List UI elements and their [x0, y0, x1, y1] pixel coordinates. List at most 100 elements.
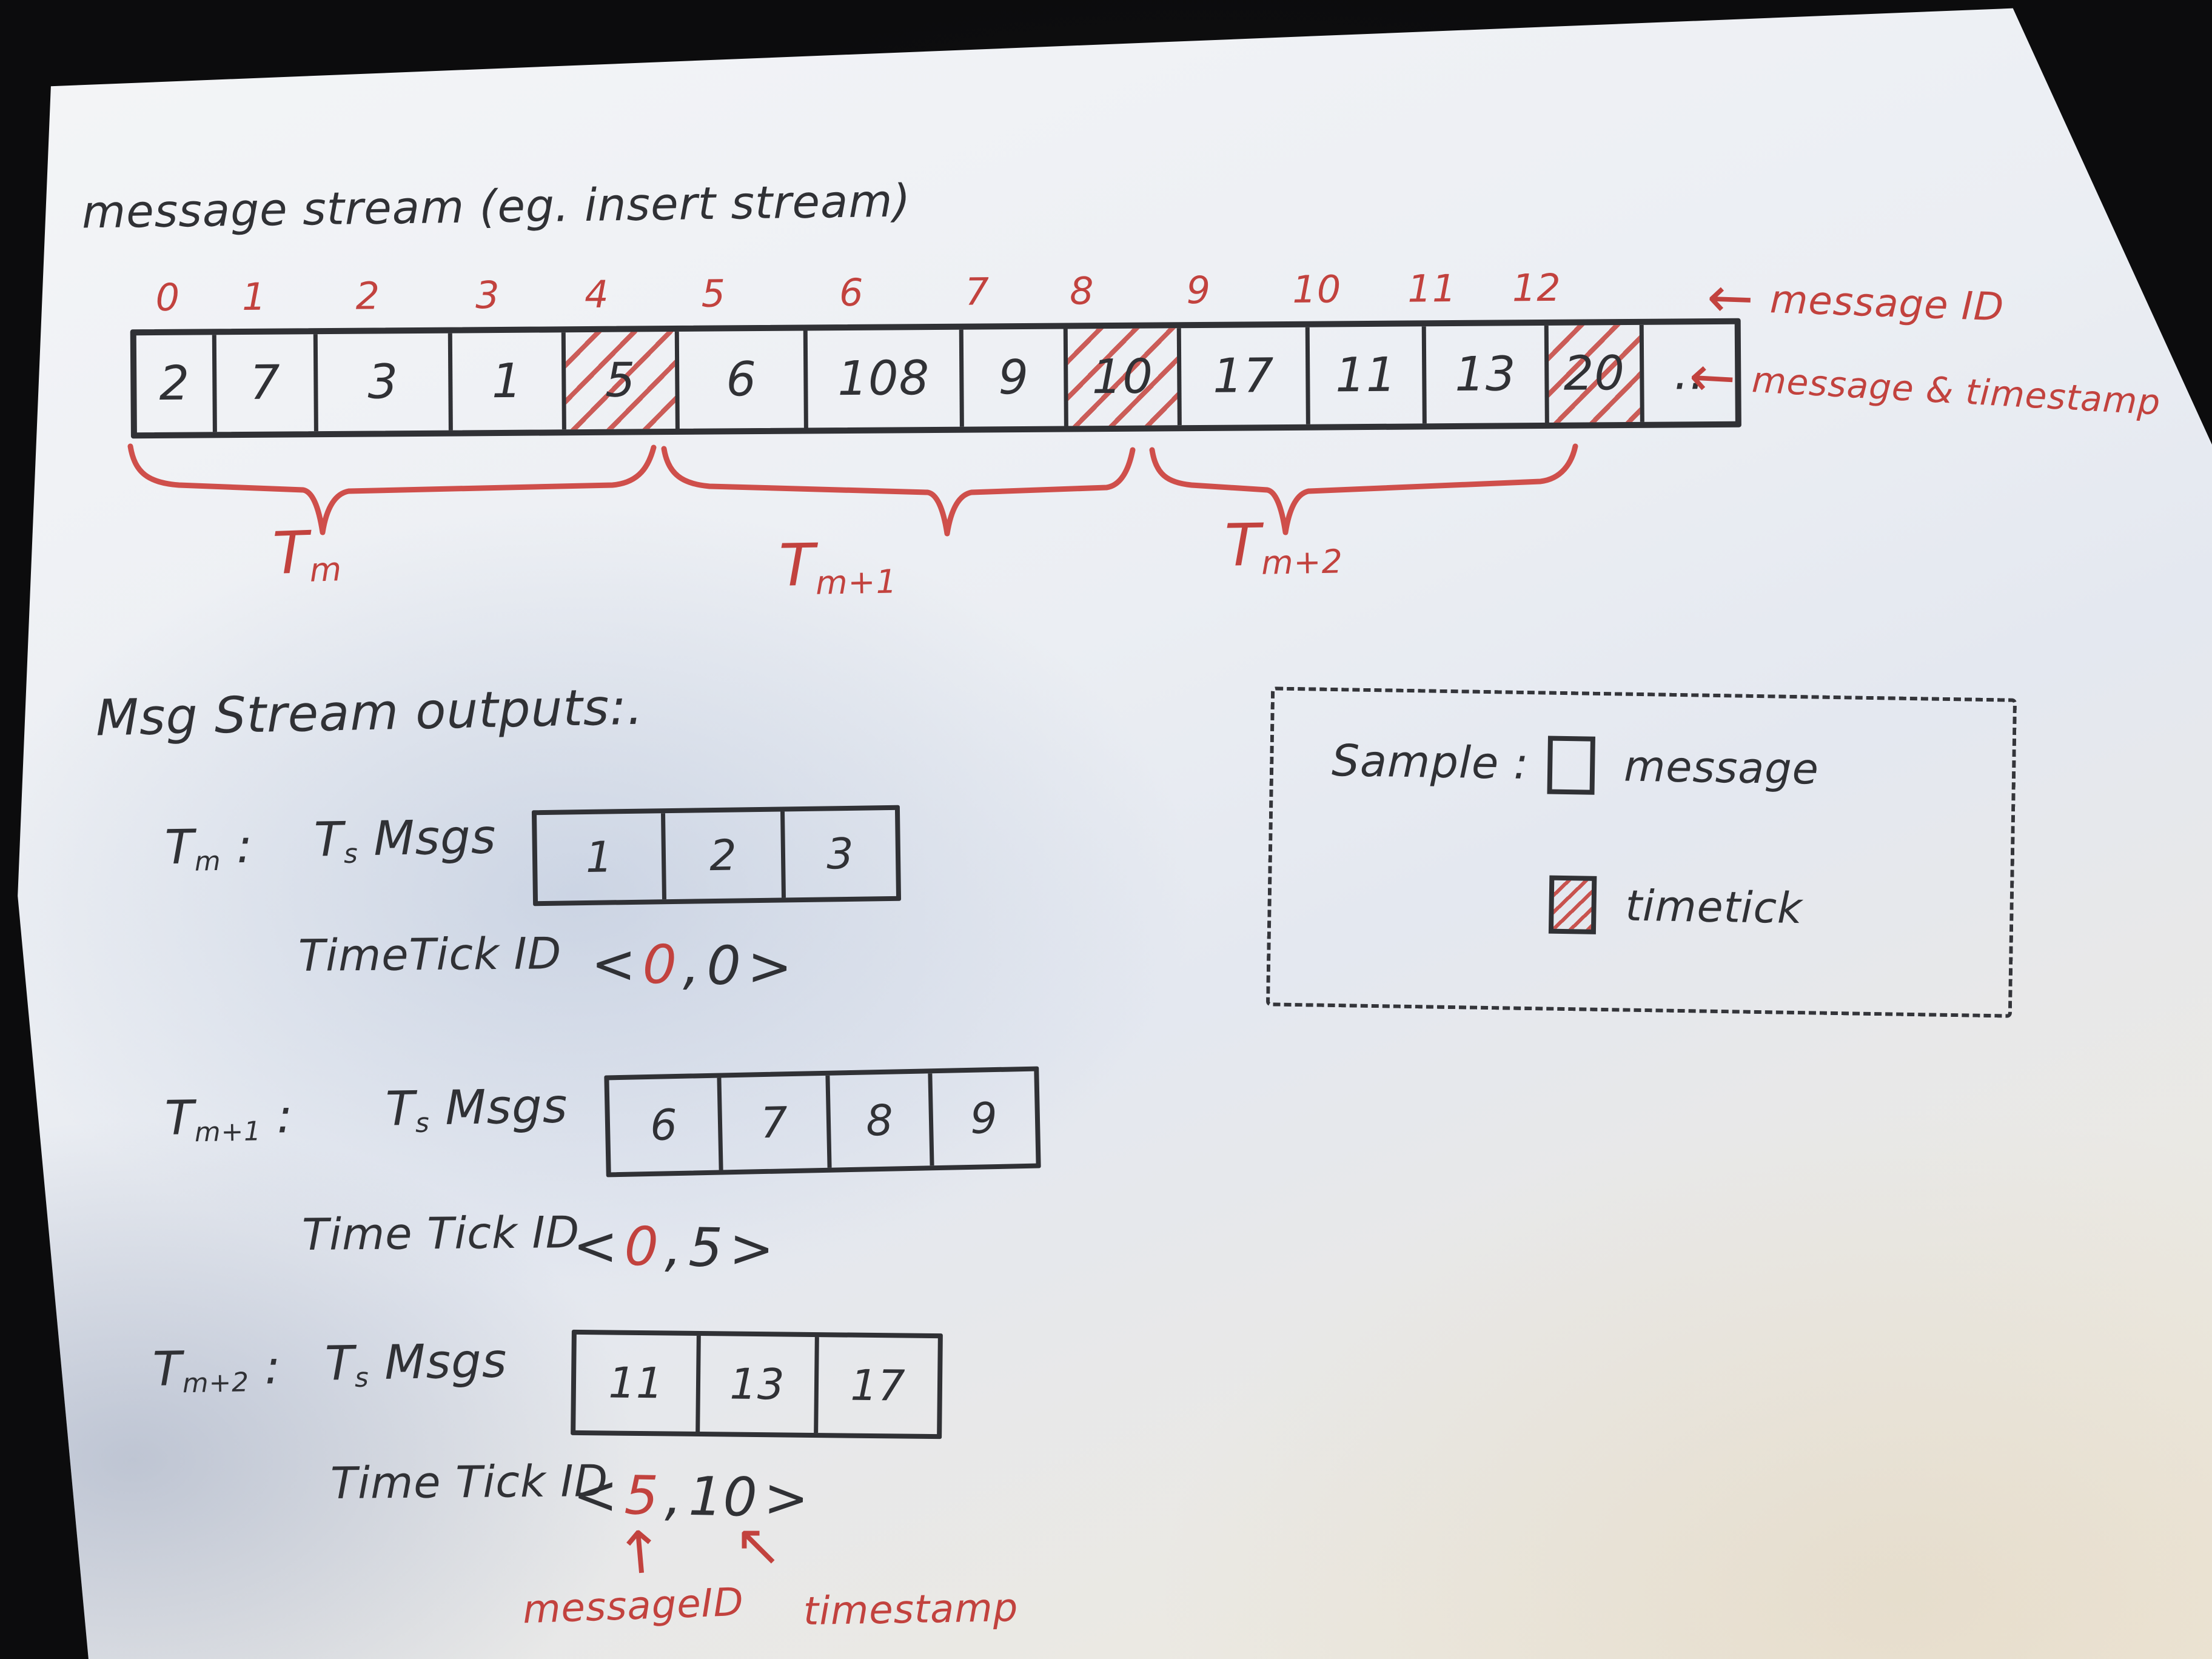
pointer-timestamp-label: timestamp	[803, 1585, 1019, 1635]
output-row-tm-label: Tm :	[164, 819, 253, 878]
legend-item-label: timetick	[1624, 880, 1803, 934]
page-title: message stream (eg. insert stream)	[81, 175, 911, 239]
stream-cell-timetick: 10	[1063, 328, 1178, 426]
output-box-tm: 1 2 3	[531, 805, 902, 907]
legend-title: Sample :	[1331, 734, 1530, 789]
left-arrow-icon: ←	[1687, 343, 1738, 411]
annotation-message-id: ← message ID	[1706, 264, 2005, 340]
segment-base: T	[778, 531, 816, 600]
ts-base: T	[385, 1081, 416, 1137]
output-row-tm2-msgs-label: Ts Msgs	[324, 1333, 508, 1393]
stream-index-row: 0 1 2 3 4 5 6 7 8 9 10 11 12	[130, 264, 1740, 320]
stream-index: 4	[584, 272, 609, 317]
msgs-word: Msgs	[444, 1079, 569, 1136]
output-msg-cell: 8	[825, 1073, 930, 1168]
brace-tm1	[661, 446, 1136, 537]
output-row-tm-tick-label: TimeTick ID	[298, 928, 562, 981]
annotation-message-timestamp-label: message & timestamp	[1751, 358, 2162, 423]
output-box-tm2: 11 13 17	[571, 1329, 943, 1439]
stream-index: 12	[1512, 265, 1561, 310]
msgs-word: Msgs	[373, 809, 497, 866]
stream-index: 11	[1407, 266, 1457, 311]
output-msg-cell: 11	[608, 1358, 664, 1409]
tick-sep: ,	[664, 1215, 683, 1279]
stream-cell: 6	[674, 330, 804, 429]
stream-index: 9	[1186, 267, 1212, 313]
legend-item-timetick: timetick	[1548, 875, 1803, 938]
output-msg-cell: 13	[695, 1335, 815, 1433]
stream-index: 5	[701, 271, 726, 316]
tick-timestamp: 0	[706, 934, 742, 997]
segment-label-tm2: Tm+2	[1224, 509, 1343, 582]
tick-message-id: 0	[642, 933, 678, 996]
stream-index: 3	[475, 273, 500, 318]
angle-open: <	[572, 1463, 619, 1526]
annotation-message-timestamp: ← message & timestamp	[1687, 343, 2162, 434]
stream-cell-timetick: 5	[561, 332, 675, 430]
ts-sub: s	[415, 1107, 431, 1139]
up-arrow-icon: ↑	[612, 1517, 668, 1589]
angle-close: >	[746, 934, 794, 998]
stream-cell-timetick: 20	[1544, 324, 1640, 423]
stream-cell: 9	[959, 329, 1064, 427]
angle-open: <	[591, 932, 637, 996]
segment-base: T	[271, 518, 310, 588]
segment-sub: m+1	[815, 562, 898, 602]
brace-tm	[127, 443, 657, 535]
t-sub: m+1	[194, 1116, 262, 1148]
outputs-heading: Msg Stream outputs:.	[95, 678, 644, 748]
stream-index: 6	[839, 270, 864, 315]
stream-index: 0	[155, 275, 181, 320]
output-row-tm2-label: Tm+2 :	[152, 1340, 281, 1399]
ts-base: T	[324, 1336, 355, 1392]
segment-label-tm: Tm	[272, 517, 343, 591]
output-row-tm1-tick-value: <0,5>	[572, 1214, 775, 1280]
colon: :	[276, 1089, 294, 1144]
segment-sub: m+2	[1261, 542, 1344, 582]
output-row-tm-tick-value: <0,0>	[591, 932, 793, 998]
output-box-tm1: 6 7 8 9	[604, 1066, 1041, 1178]
segment-sub: m	[309, 550, 343, 589]
colon: :	[264, 1340, 282, 1395]
output-row-tm2-tick-label: Time Tick ID	[330, 1455, 609, 1509]
stream-index: 1	[241, 274, 267, 319]
colon: :	[236, 819, 254, 874]
stream-cell: 108	[803, 329, 960, 428]
output-row-tm1-msgs-label: Ts Msgs	[385, 1079, 568, 1139]
legend-item-label: message	[1623, 741, 1820, 794]
stream-cells: 2 7 3 1 5 6 108 9 10 17 11 13 20 ..	[130, 318, 1741, 439]
t-base: T	[152, 1342, 183, 1397]
message-square-icon	[1547, 736, 1595, 795]
segment-braces	[127, 443, 1578, 537]
stream-cell: 13	[1421, 325, 1545, 424]
stream-cell: 2	[159, 356, 190, 411]
output-msg-cell: 6	[649, 1100, 679, 1150]
output-msg-cell: 9	[928, 1071, 1036, 1166]
ts-base: T	[313, 812, 344, 868]
stream-index: 8	[1069, 269, 1094, 313]
message-stream: 0 1 2 3 4 5 6 7 8 9 10 11 12 2 7 3 1 5 6…	[130, 264, 1741, 439]
msgs-word: Msgs	[384, 1333, 508, 1390]
segment-base: T	[1224, 511, 1262, 580]
segment-label-tm1: Tm+1	[779, 529, 897, 602]
output-row-tm1-tick-label: Time Tick ID	[301, 1207, 580, 1260]
angle-open: <	[572, 1214, 619, 1278]
output-msg-cell: 7	[717, 1075, 828, 1170]
stream-cell: 1	[447, 332, 562, 431]
up-left-arrow-icon: ↖	[734, 1511, 783, 1579]
timetick-hatched-square-icon	[1548, 875, 1597, 934]
output-row-tm1-label: Tm+1 :	[164, 1089, 293, 1148]
output-msg-cell: 2	[661, 811, 782, 900]
output-row-tm-msgs-label: Ts Msgs	[313, 809, 497, 870]
tick-sep: ,	[682, 933, 702, 997]
stream-cell: 7	[212, 334, 314, 432]
tick-sep: ,	[664, 1464, 683, 1527]
stream-index: 2	[355, 273, 381, 318]
pointer-message-id-label: messageID	[521, 1580, 745, 1633]
output-msg-cell: 3	[780, 809, 896, 898]
angle-close: >	[728, 1216, 776, 1280]
annotation-message-id-label: message ID	[1769, 276, 2005, 330]
brace-tm2	[1149, 443, 1578, 535]
tick-message-id: 0	[623, 1215, 660, 1278]
